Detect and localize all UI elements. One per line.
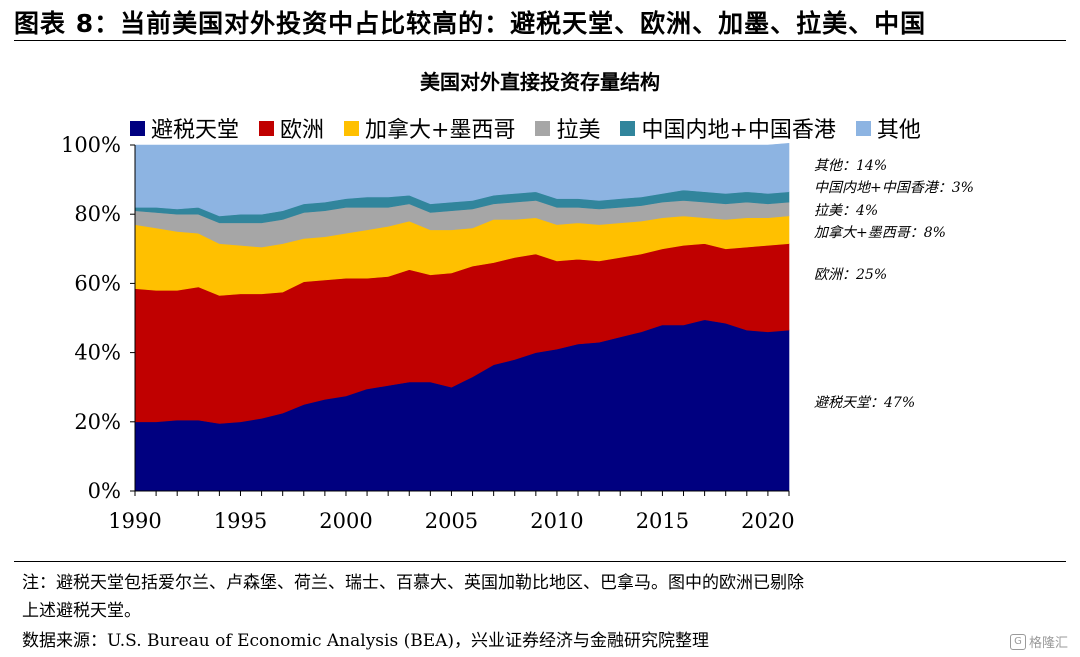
legend-label: 欧洲 [280, 118, 325, 143]
chart-legend: 避税天堂 欧洲 加拿大+墨西哥 拉美 中国内地+中国香港 其他 [130, 112, 941, 144]
area-series-5 [134, 142, 790, 217]
x-tick-label: 2020 [741, 509, 794, 533]
legend-item-europe: 欧洲 [259, 112, 324, 144]
legend-swatch [620, 120, 636, 136]
legend-swatch [535, 120, 551, 136]
top-divider [14, 40, 1066, 41]
legend-label: 拉美 [556, 118, 601, 143]
legend-item-china: 中国内地+中国香港 [620, 112, 836, 144]
chart-title: 美国对外直接投资存量结构 [420, 70, 660, 94]
note-line-2: 上述避税天堂。 [22, 601, 141, 621]
legend-swatch [855, 120, 871, 136]
y-tick-label: 20% [74, 410, 121, 434]
data-source: 数据来源：U.S. Bureau of Economic Analysis (B… [22, 631, 710, 651]
y-tick-label: 100% [61, 133, 121, 157]
legend-item-tax-haven: 避税天堂 [130, 112, 239, 144]
watermark-text: 格隆汇 [1028, 636, 1068, 651]
series-annotation: 欧洲：25% [814, 267, 887, 283]
watermark: G 格隆汇 [1009, 632, 1068, 651]
series-annotation: 其他：14% [814, 158, 887, 174]
x-tick-label: 2000 [319, 509, 372, 533]
x-tick-label: 2015 [636, 509, 689, 533]
x-tick-label: 1990 [108, 509, 161, 533]
legend-swatch [130, 120, 145, 136]
watermark-logo-icon: G [1009, 633, 1026, 650]
series-annotation: 避税天堂：47% [814, 395, 915, 411]
legend-item-latin-america: 拉美 [535, 112, 600, 144]
legend-swatch [344, 120, 360, 136]
series-annotation: 拉美：4% [814, 203, 878, 219]
stacked-area-chart: 0% 20% 40% 60% 80% 100% 1990 1995 2000 2005 2010 20… [61, 133, 974, 533]
legend-item-other: 其他 [855, 112, 921, 144]
note-line-1: 注：避税天堂包括爱尔兰、卢森堡、荷兰、瑞士、百慕大、英国加勒比地区、巴拿马。图中… [22, 573, 804, 593]
x-tick-label: 1995 [214, 509, 267, 533]
y-tick-label: 80% [74, 202, 121, 226]
legend-swatch [259, 120, 275, 136]
series-annotation: 加拿大+墨西哥：8% [814, 224, 946, 241]
y-tick-label: 0% [88, 479, 121, 503]
figure-title: 图表 8：当前美国对外投资中占比较高的：避税天堂、欧洲、加墨、拉美、中国 [14, 9, 927, 38]
y-tick-label: 40% [74, 341, 121, 365]
legend-item-canada-mexico: 加拿大+墨西哥 [344, 112, 515, 144]
legend-label: 其他 [876, 118, 921, 143]
series-annotation: 中国内地+中国香港：3% [814, 180, 974, 196]
legend-label: 加拿大+墨西哥 [365, 118, 516, 143]
legend-label: 中国内地+中国香港 [641, 118, 836, 143]
legend-label: 避税天堂 [151, 118, 240, 143]
y-tick-label: 60% [74, 271, 121, 295]
x-tick-label: 2005 [425, 509, 478, 533]
bottom-divider [14, 561, 1066, 562]
x-tick-label: 2010 [530, 509, 583, 533]
